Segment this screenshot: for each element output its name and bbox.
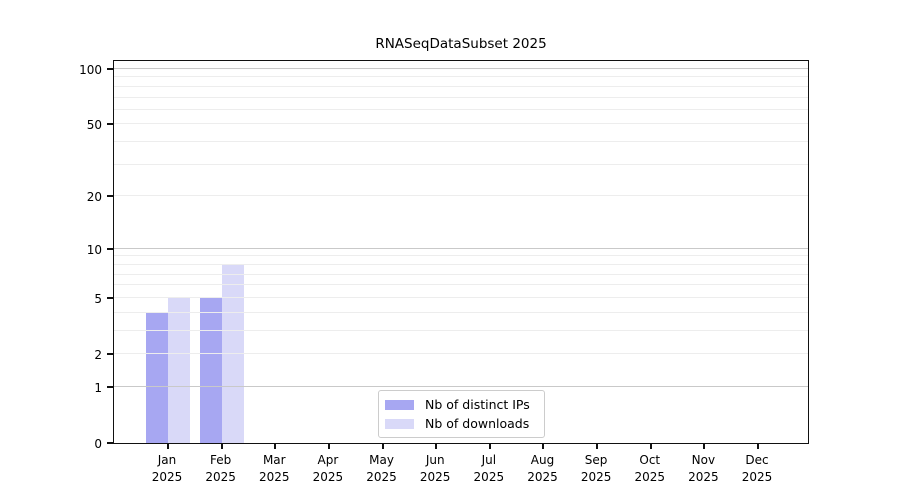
x-tick-mark <box>542 444 545 449</box>
legend: Nb of distinct IPs Nb of downloads <box>378 390 545 438</box>
gridline-minor <box>114 329 808 331</box>
gridline-major <box>114 68 808 70</box>
x-tick-label: Jun 2025 <box>400 452 470 486</box>
legend-label-distinct-ips: Nb of distinct IPs <box>425 397 530 412</box>
x-tick-month: Jul <box>481 453 497 467</box>
gridline-major <box>114 247 808 249</box>
x-tick-year: 2025 <box>312 470 344 484</box>
y-tick-label: 1 <box>94 380 102 395</box>
y-tick-label: 20 <box>86 190 102 205</box>
x-tick-mark <box>757 444 760 449</box>
gridline-minor <box>114 141 808 143</box>
x-tick-month: Feb <box>210 453 232 467</box>
gridline-minor <box>114 255 808 257</box>
x-tick-label: Dec 2025 <box>722 452 792 486</box>
x-tick-year: 2025 <box>688 470 719 484</box>
x-tick-month: Oct <box>639 453 661 467</box>
x-tick-month: Mar <box>262 453 286 467</box>
y-tick-label: 100 <box>79 63 102 78</box>
y-tick-mark <box>107 68 113 71</box>
x-tick-mark <box>596 444 599 449</box>
y-tick-mark <box>107 442 113 444</box>
gridline-minor <box>114 163 808 165</box>
gridline-minor <box>114 85 808 87</box>
x-tick-mark <box>274 444 277 449</box>
x-tick-month: Jun <box>425 453 445 467</box>
gridline-minor <box>114 76 808 78</box>
x-tick-year: 2025 <box>527 470 558 484</box>
legend-entry-downloads: Nb of downloads <box>385 415 536 432</box>
x-tick-mark <box>703 444 706 449</box>
x-tick-mark <box>167 444 169 449</box>
x-tick-mark <box>488 444 491 449</box>
legend-entry-distinct-ips: Nb of distinct IPs <box>385 396 536 413</box>
y-tick-label: 5 <box>94 291 102 306</box>
y-tick-mark <box>107 352 113 355</box>
bar-distinct-ips <box>146 312 168 443</box>
x-tick-year: 2025 <box>741 470 773 484</box>
y-tick-mark <box>107 123 113 126</box>
x-tick-month: Nov <box>691 453 716 467</box>
x-tick-label: Nov 2025 <box>668 452 738 486</box>
gridline-minor <box>114 263 808 265</box>
x-tick-label: Sep 2025 <box>561 452 631 486</box>
x-tick-year: 2025 <box>419 470 451 484</box>
legend-swatch-distinct-ips <box>385 399 414 410</box>
x-tick-mark <box>649 444 652 449</box>
x-tick-month: May <box>369 453 394 467</box>
gridline-minor <box>114 273 808 275</box>
x-tick-label: Feb 2025 <box>186 452 256 486</box>
y-tick-label: 0 <box>94 437 102 451</box>
x-tick-mark <box>435 444 438 449</box>
gridline-minor <box>114 96 808 98</box>
y-tick-mark <box>107 385 113 388</box>
chart-title: RNASeqDataSubset 2025 <box>375 36 547 52</box>
x-tick-mark <box>220 444 223 449</box>
x-tick-year: 2025 <box>634 470 666 484</box>
x-tick-mark <box>327 444 330 449</box>
gridline-major <box>114 385 808 387</box>
y-tick-mark <box>107 195 113 198</box>
gridline-minor <box>114 352 808 354</box>
x-tick-mark <box>381 444 384 449</box>
legend-label-downloads: Nb of downloads <box>425 416 530 431</box>
x-tick-month: Apr <box>317 453 339 467</box>
y-tick-label: 50 <box>86 118 102 133</box>
x-tick-month: Sep <box>584 453 608 467</box>
x-tick-label: Aug 2025 <box>507 452 577 486</box>
x-tick-label: Mar 2025 <box>239 452 309 486</box>
x-tick-label: Jan 2025 <box>132 452 202 486</box>
gridline-minor <box>114 311 808 313</box>
x-tick-year: 2025 <box>258 470 290 484</box>
gridline-minor <box>114 123 808 125</box>
gridline-minor <box>114 284 808 286</box>
y-tick-label: 10 <box>86 242 102 257</box>
x-tick-year: 2025 <box>151 470 183 484</box>
y-tick-label: 2 <box>94 347 102 362</box>
plot-area <box>107 60 809 449</box>
x-tick-year: 2025 <box>580 470 612 484</box>
bar-downloads <box>168 297 190 443</box>
y-tick-mark <box>107 247 113 250</box>
x-tick-month: Aug <box>530 453 555 467</box>
x-tick-month: Dec <box>745 453 769 467</box>
y-tick-mark <box>107 296 113 299</box>
x-tick-label: Jul 2025 <box>454 452 524 486</box>
gridline-minor <box>114 296 808 298</box>
x-tick-label: Oct 2025 <box>615 452 685 486</box>
x-tick-year: 2025 <box>473 470 505 484</box>
gridline-minor <box>114 108 808 110</box>
x-tick-label: May 2025 <box>347 452 417 486</box>
x-tick-year: 2025 <box>366 470 397 484</box>
x-tick-year: 2025 <box>205 470 236 484</box>
gridline-minor <box>114 195 808 197</box>
x-tick-label: Apr 2025 <box>293 452 363 486</box>
bar-distinct-ips <box>199 297 222 443</box>
legend-swatch-downloads <box>385 418 414 429</box>
x-tick-month: Jan <box>157 453 177 467</box>
